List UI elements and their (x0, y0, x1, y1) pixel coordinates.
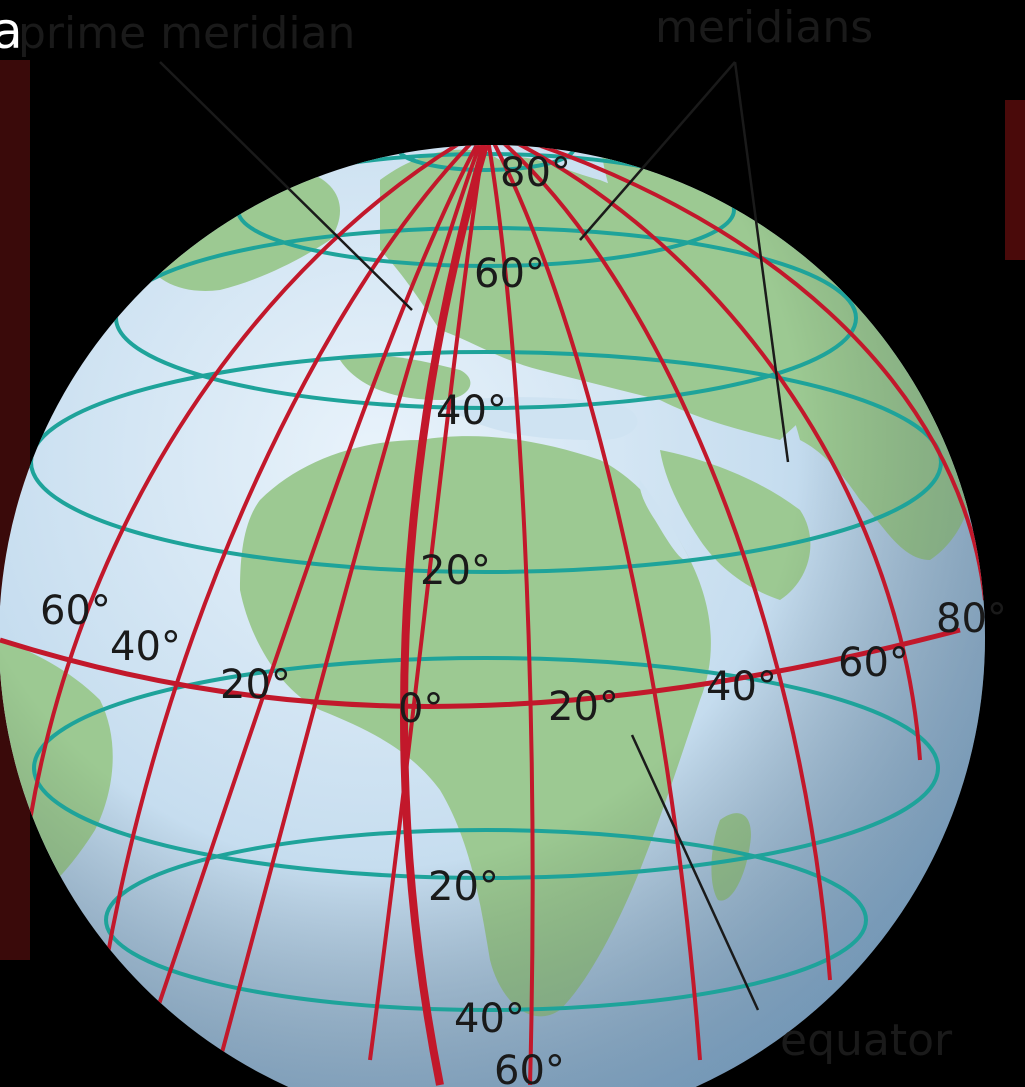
meridian-w120 (28, 145, 487, 821)
equator-label: equator (780, 1015, 953, 1066)
longitude-label-w20: 20° (220, 662, 291, 708)
globe-shading (0, 145, 985, 1087)
equator-line (0, 627, 961, 709)
meridians-label: meridians (655, 2, 873, 53)
background-glow-right (1005, 100, 1025, 260)
longitude-label-w60: 60° (40, 588, 111, 634)
parallel-20s (32, 656, 940, 880)
meridian-w20 (368, 145, 488, 1061)
meridian-w100 (98, 145, 488, 1001)
prime-meridian-leader (159, 61, 413, 311)
parallel-40s (104, 828, 868, 1012)
longitude-label-e20: 20° (548, 684, 619, 730)
meridian-e60 (484, 145, 832, 981)
meridian-w80 (138, 145, 488, 1061)
meridian-e40 (484, 145, 702, 1061)
latitude-label-60n: 60° (474, 251, 545, 297)
longitude-label-zero: 0° (398, 686, 443, 732)
meridians-leader-2 (733, 61, 790, 463)
prime-meridian-line (400, 145, 494, 1086)
title-fragment: a (0, 2, 23, 60)
meridian-e80 (485, 145, 922, 761)
longitude-label-w40: 40° (110, 624, 181, 670)
meridian-w40 (218, 145, 488, 1061)
latitude-label-60s: 60° (494, 1048, 565, 1087)
latitude-label-20s: 20° (428, 864, 499, 910)
equator-leader (630, 734, 760, 1011)
meridian-e100 (485, 145, 985, 601)
longitude-label-e40: 40° (706, 664, 777, 710)
prime-meridian-label: prime meridian (18, 8, 355, 59)
latitude-label-40n: 40° (436, 388, 507, 434)
latitude-label-40s: 40° (454, 996, 525, 1042)
longitude-label-e60: 60° (838, 640, 909, 686)
longitude-label-e80: 80° (936, 596, 1007, 642)
meridian-e20 (484, 145, 535, 1086)
meridians-leader-1 (579, 61, 736, 241)
latitude-label-80n: 80° (500, 150, 571, 196)
latitude-label-20n: 20° (420, 548, 491, 594)
